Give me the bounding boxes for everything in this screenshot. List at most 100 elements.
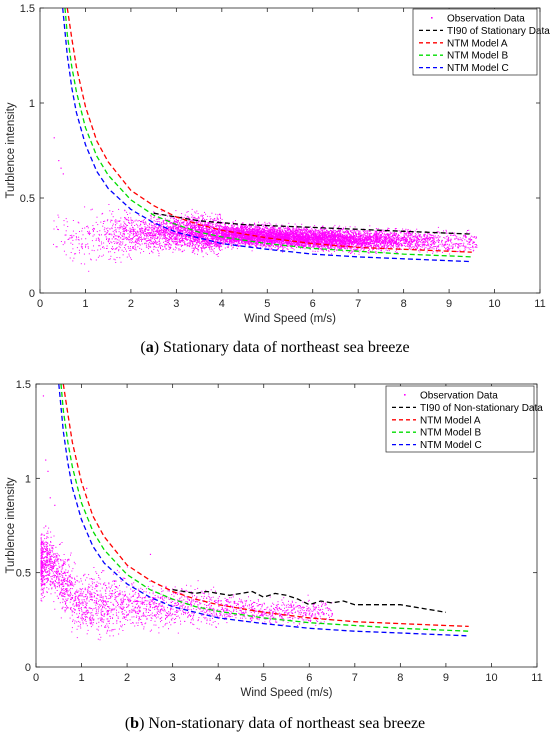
observation-point [241, 241, 243, 242]
observation-point [244, 227, 246, 229]
observation-point [289, 232, 291, 234]
observation-point [241, 241, 243, 243]
observation-point [204, 240, 206, 242]
observation-point [446, 247, 448, 249]
observation-point [153, 227, 155, 229]
observation-point [160, 227, 162, 229]
observation-point [256, 240, 258, 242]
observation-point [255, 225, 257, 227]
observation-point [294, 229, 296, 231]
observation-point [360, 241, 362, 243]
observation-point [450, 238, 452, 240]
observation-point [135, 232, 136, 234]
observation-point [181, 226, 183, 228]
observation-point [263, 240, 265, 242]
observation-point [427, 240, 429, 242]
observation-point [118, 208, 120, 210]
observation-point [475, 236, 477, 238]
observation-point [53, 243, 54, 245]
observation-point [106, 220, 108, 222]
observation-point [291, 247, 293, 249]
observation-point [297, 230, 299, 232]
observation-point [200, 215, 202, 217]
observation-point [414, 237, 416, 239]
observation-point [164, 234, 166, 236]
observation-point [277, 236, 279, 238]
observation-point [166, 232, 168, 234]
observation-point [270, 224, 272, 226]
observation-point [378, 237, 380, 239]
observation-point [325, 240, 327, 242]
observation-point [178, 224, 180, 226]
observation-point [289, 229, 291, 231]
observation-point [263, 242, 265, 244]
observation-point [200, 241, 202, 242]
observation-point [376, 248, 378, 250]
observation-point [139, 228, 141, 230]
observation-point [315, 245, 317, 247]
observation-point [248, 238, 250, 240]
observation-point [192, 251, 194, 253]
observation-point [152, 241, 154, 243]
observation-point [267, 238, 269, 240]
observation-point [158, 236, 160, 238]
observation-point [474, 236, 476, 237]
observation-point [199, 233, 201, 235]
observation-point [141, 228, 143, 230]
observation-point [325, 237, 327, 239]
observation-point [65, 218, 67, 220]
observation-point [356, 249, 358, 251]
observation-point [296, 227, 298, 228]
observation-point [160, 227, 162, 229]
observation-point [426, 237, 428, 239]
observation-point [303, 234, 304, 236]
observation-point [121, 235, 123, 237]
observation-point [327, 235, 329, 237]
observation-point [229, 232, 231, 233]
observation-point [191, 231, 193, 233]
observation-point [459, 249, 461, 251]
observation-point [182, 235, 184, 237]
observation-point [215, 225, 217, 227]
observation-point [280, 245, 282, 246]
observation-point [170, 234, 172, 236]
observation-point [207, 232, 209, 234]
observation-point [447, 246, 449, 248]
observation-point [385, 244, 387, 246]
observation-point [231, 237, 233, 239]
observation-point [133, 235, 135, 237]
observation-point [226, 238, 228, 240]
observation-point [219, 228, 221, 230]
observation-point [242, 229, 244, 230]
observation-point [386, 246, 388, 248]
observation-point [287, 244, 289, 246]
observation-point [396, 233, 398, 235]
observation-point [323, 242, 325, 244]
observation-point [212, 219, 214, 221]
observation-point [165, 248, 167, 250]
observation-point [115, 238, 117, 240]
observation-point [75, 239, 77, 241]
observation-point [173, 236, 175, 238]
observation-point [223, 236, 225, 238]
observation-point [142, 220, 144, 222]
observation-point [264, 224, 266, 226]
observation-point [134, 241, 136, 243]
observation-point [417, 240, 419, 242]
observation-point [167, 231, 168, 233]
observation-point [365, 230, 367, 232]
observation-point [206, 231, 208, 233]
observation-point [197, 225, 199, 227]
observation-point [181, 239, 183, 240]
observation-point [179, 242, 181, 243]
observation-point [216, 231, 218, 233]
observation-point [122, 227, 124, 229]
observation-point [385, 243, 387, 244]
observation-point [219, 245, 221, 247]
observation-point [140, 235, 142, 237]
observation-point [435, 242, 437, 244]
observation-point [136, 239, 138, 241]
observation-point [154, 223, 156, 225]
observation-point [231, 225, 233, 227]
